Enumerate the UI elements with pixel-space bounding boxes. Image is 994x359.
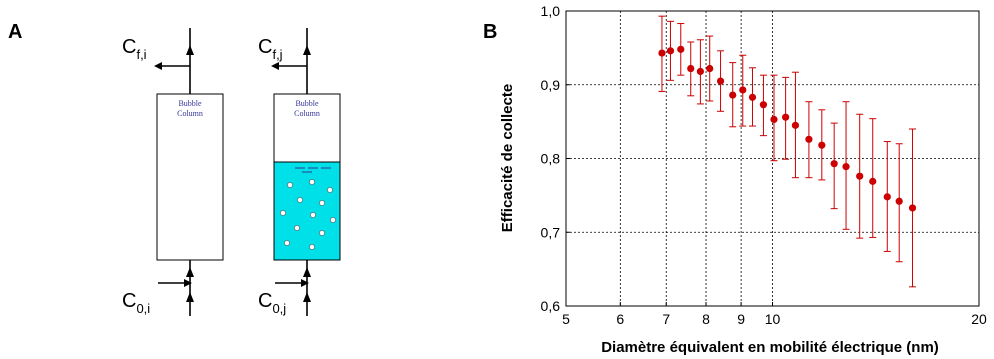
data-point: [830, 160, 838, 168]
bubble-icon: [287, 182, 293, 188]
error-bars: [658, 15, 917, 288]
bubble-icon: [297, 197, 303, 203]
bubble-icon: [294, 225, 300, 231]
data-point: [748, 93, 757, 101]
outlet-flow-arrow-icon-i: [186, 45, 194, 55]
bubble-icon: [309, 179, 315, 185]
inlet-flow-arrow-icon-i-top: [186, 267, 194, 277]
bubble-icon: [330, 217, 336, 223]
bubble-icon: [319, 230, 325, 236]
bubble-icon: [310, 212, 316, 218]
x-axis-title: Diamètre équivalent en mobilité électriq…: [601, 339, 939, 356]
outlet-flow-arrow-icon-j: [303, 45, 311, 55]
column-vessel-i: [156, 93, 224, 261]
bubbles: [280, 179, 336, 250]
column-label-line2-j: Column: [294, 109, 320, 118]
x-tick-label: 5: [562, 311, 570, 327]
bubble-icon: [280, 210, 286, 216]
bubble-column-i: Cf,i Bubble Column C0,i: [122, 28, 224, 316]
data-point: [696, 67, 704, 76]
x-tick-label: 9: [737, 311, 745, 327]
column-label-line1-i: Bubble: [178, 99, 202, 108]
inlet-label-i: C0,i: [122, 290, 150, 316]
y-tick-label: 0,7: [541, 224, 561, 240]
data-point: [782, 113, 790, 121]
data-point: [818, 141, 826, 149]
data-point: [908, 204, 917, 212]
data-point: [729, 91, 737, 99]
data-point: [883, 193, 891, 201]
y-tick-label: 0,6: [541, 298, 561, 314]
y-axis: 0,6 0,7 0,8 0,9 1,0: [541, 3, 570, 314]
data-point: [677, 45, 685, 53]
inlet-label-j: C0,j: [258, 290, 286, 316]
panel-a-letter: A: [8, 21, 22, 43]
data-point: [805, 135, 813, 143]
outlet-label-j: Cf,j: [258, 36, 283, 62]
bubble-icon: [309, 244, 315, 250]
panel-b-letter: B: [483, 21, 497, 43]
column-label-line2-i: Column: [177, 109, 203, 118]
data-point: [842, 163, 850, 171]
data-point: [759, 101, 768, 109]
inlet-flow-arrow-icon-j-bottom: [303, 292, 311, 302]
chart-grid: [566, 11, 979, 306]
inlet-flow-arrow-icon-i-bottom: [186, 292, 194, 302]
bubble-icon: [319, 200, 325, 206]
y-axis-title: Efficacité de collecte: [499, 84, 516, 232]
bubble-column-j: Cf,j Bubble Column C0,j: [258, 28, 341, 316]
data-point: [895, 197, 903, 205]
bubble-icon: [327, 187, 333, 193]
x-axis: 5 6 7 8 9 10 20: [562, 302, 987, 327]
data-points: [658, 45, 917, 212]
x-tick-label: 7: [662, 311, 670, 327]
data-point: [770, 115, 778, 124]
x-tick-label: 20: [971, 311, 987, 327]
bubble-icon: [284, 240, 290, 246]
data-point: [687, 64, 695, 73]
x-tick-label: 8: [702, 311, 710, 327]
outlet-label-i: Cf,i: [122, 36, 147, 62]
data-point: [716, 77, 725, 85]
panel-a-schematic: A Cf,i Bubble Column C0,i Cf,j: [8, 21, 341, 316]
data-point: [666, 47, 675, 55]
y-tick-label: 0,9: [541, 77, 561, 93]
data-point: [706, 64, 714, 73]
data-point: [791, 121, 800, 129]
inlet-flow-arrow-icon-j-top: [303, 267, 311, 277]
data-point: [856, 172, 864, 180]
data-point: [658, 49, 666, 57]
panel-b-chart: B 5 6 7 8 9 10 20 0,6 0,7 0,8 0,9 1,0 Diamètre équ…: [483, 3, 987, 356]
y-tick-label: 0,8: [541, 151, 561, 167]
data-point: [739, 86, 747, 94]
x-tick-label: 6: [616, 311, 624, 327]
x-tick-label: 10: [765, 311, 781, 327]
data-point: [869, 177, 877, 185]
y-tick-label: 1,0: [541, 3, 561, 19]
column-label-line1-j: Bubble: [295, 99, 319, 108]
